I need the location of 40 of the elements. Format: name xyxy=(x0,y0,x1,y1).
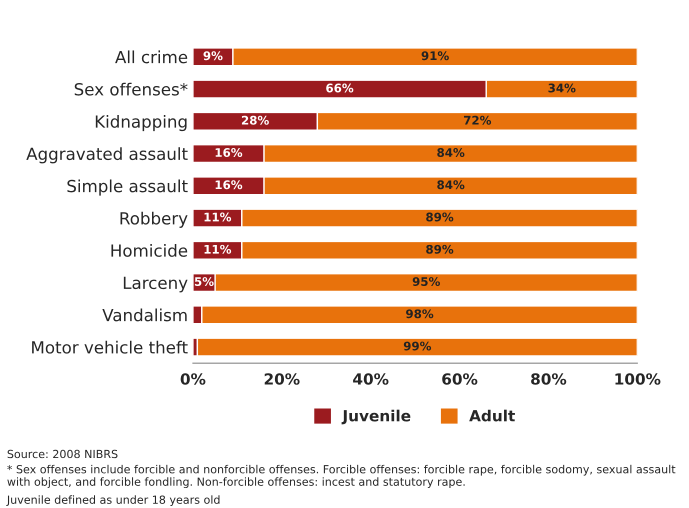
data-label: 16% xyxy=(216,148,242,157)
bar xyxy=(196,338,638,357)
data-label: 84% xyxy=(437,180,464,190)
x-tick-label: 80% xyxy=(531,373,566,385)
x-tick-label: 20% xyxy=(264,373,300,385)
x-tick-label: 40% xyxy=(353,373,388,385)
y-tick-label: Larceny xyxy=(124,276,188,292)
data-label: 84% xyxy=(437,148,464,157)
data-label: 11% xyxy=(204,212,232,222)
y-tick-label: Simple assault xyxy=(67,179,188,196)
x-tick-label: 0% xyxy=(180,373,206,385)
data-label: 66% xyxy=(326,84,354,92)
y-tick-label: Homicide xyxy=(111,244,188,257)
y-tick-label: Sex offenses* xyxy=(74,82,188,96)
x-tick-label: 100% xyxy=(615,373,660,385)
y-tick-label: All crime xyxy=(115,50,188,64)
data-label: 11% xyxy=(204,244,232,254)
data-label: 16% xyxy=(216,180,242,190)
data-label: 5% xyxy=(194,277,214,286)
data-label: 98% xyxy=(406,309,434,318)
data-label: 99% xyxy=(404,342,432,351)
data-label: 89% xyxy=(426,244,454,254)
legend-label: Adult xyxy=(469,410,515,422)
data-label: 34% xyxy=(548,84,576,92)
source-note: Source: 2008 NIBRS xyxy=(8,450,118,458)
data-label: 95% xyxy=(412,277,440,286)
x-tick-label: 60% xyxy=(442,373,478,385)
y-tick-label: Kidnapping xyxy=(96,114,187,132)
y-tick-label: Motor vehicle theft xyxy=(32,340,188,354)
legend-label: Juvenile xyxy=(342,410,410,424)
y-tick-label: Aggravated assault xyxy=(26,147,188,164)
text: Juvenile defined as under 18 years old xyxy=(6,495,220,506)
text: * Sex offenses include forcible and nonforcible offenses. Forcible offenses: forcible rape, forcible sodomy, sexual assault with object, and forcible fondling. Non-forcible offenses: incest and statutory rape. xyxy=(7,464,676,488)
y-tick-label: Robbery xyxy=(120,212,188,228)
data-label: 91% xyxy=(422,51,449,60)
data-label: 28% xyxy=(242,116,269,125)
data-label: 9% xyxy=(204,51,223,60)
data-label: 89% xyxy=(426,212,454,222)
y-tick-label: Vandalism xyxy=(102,308,187,322)
data-label: 72% xyxy=(464,116,492,125)
